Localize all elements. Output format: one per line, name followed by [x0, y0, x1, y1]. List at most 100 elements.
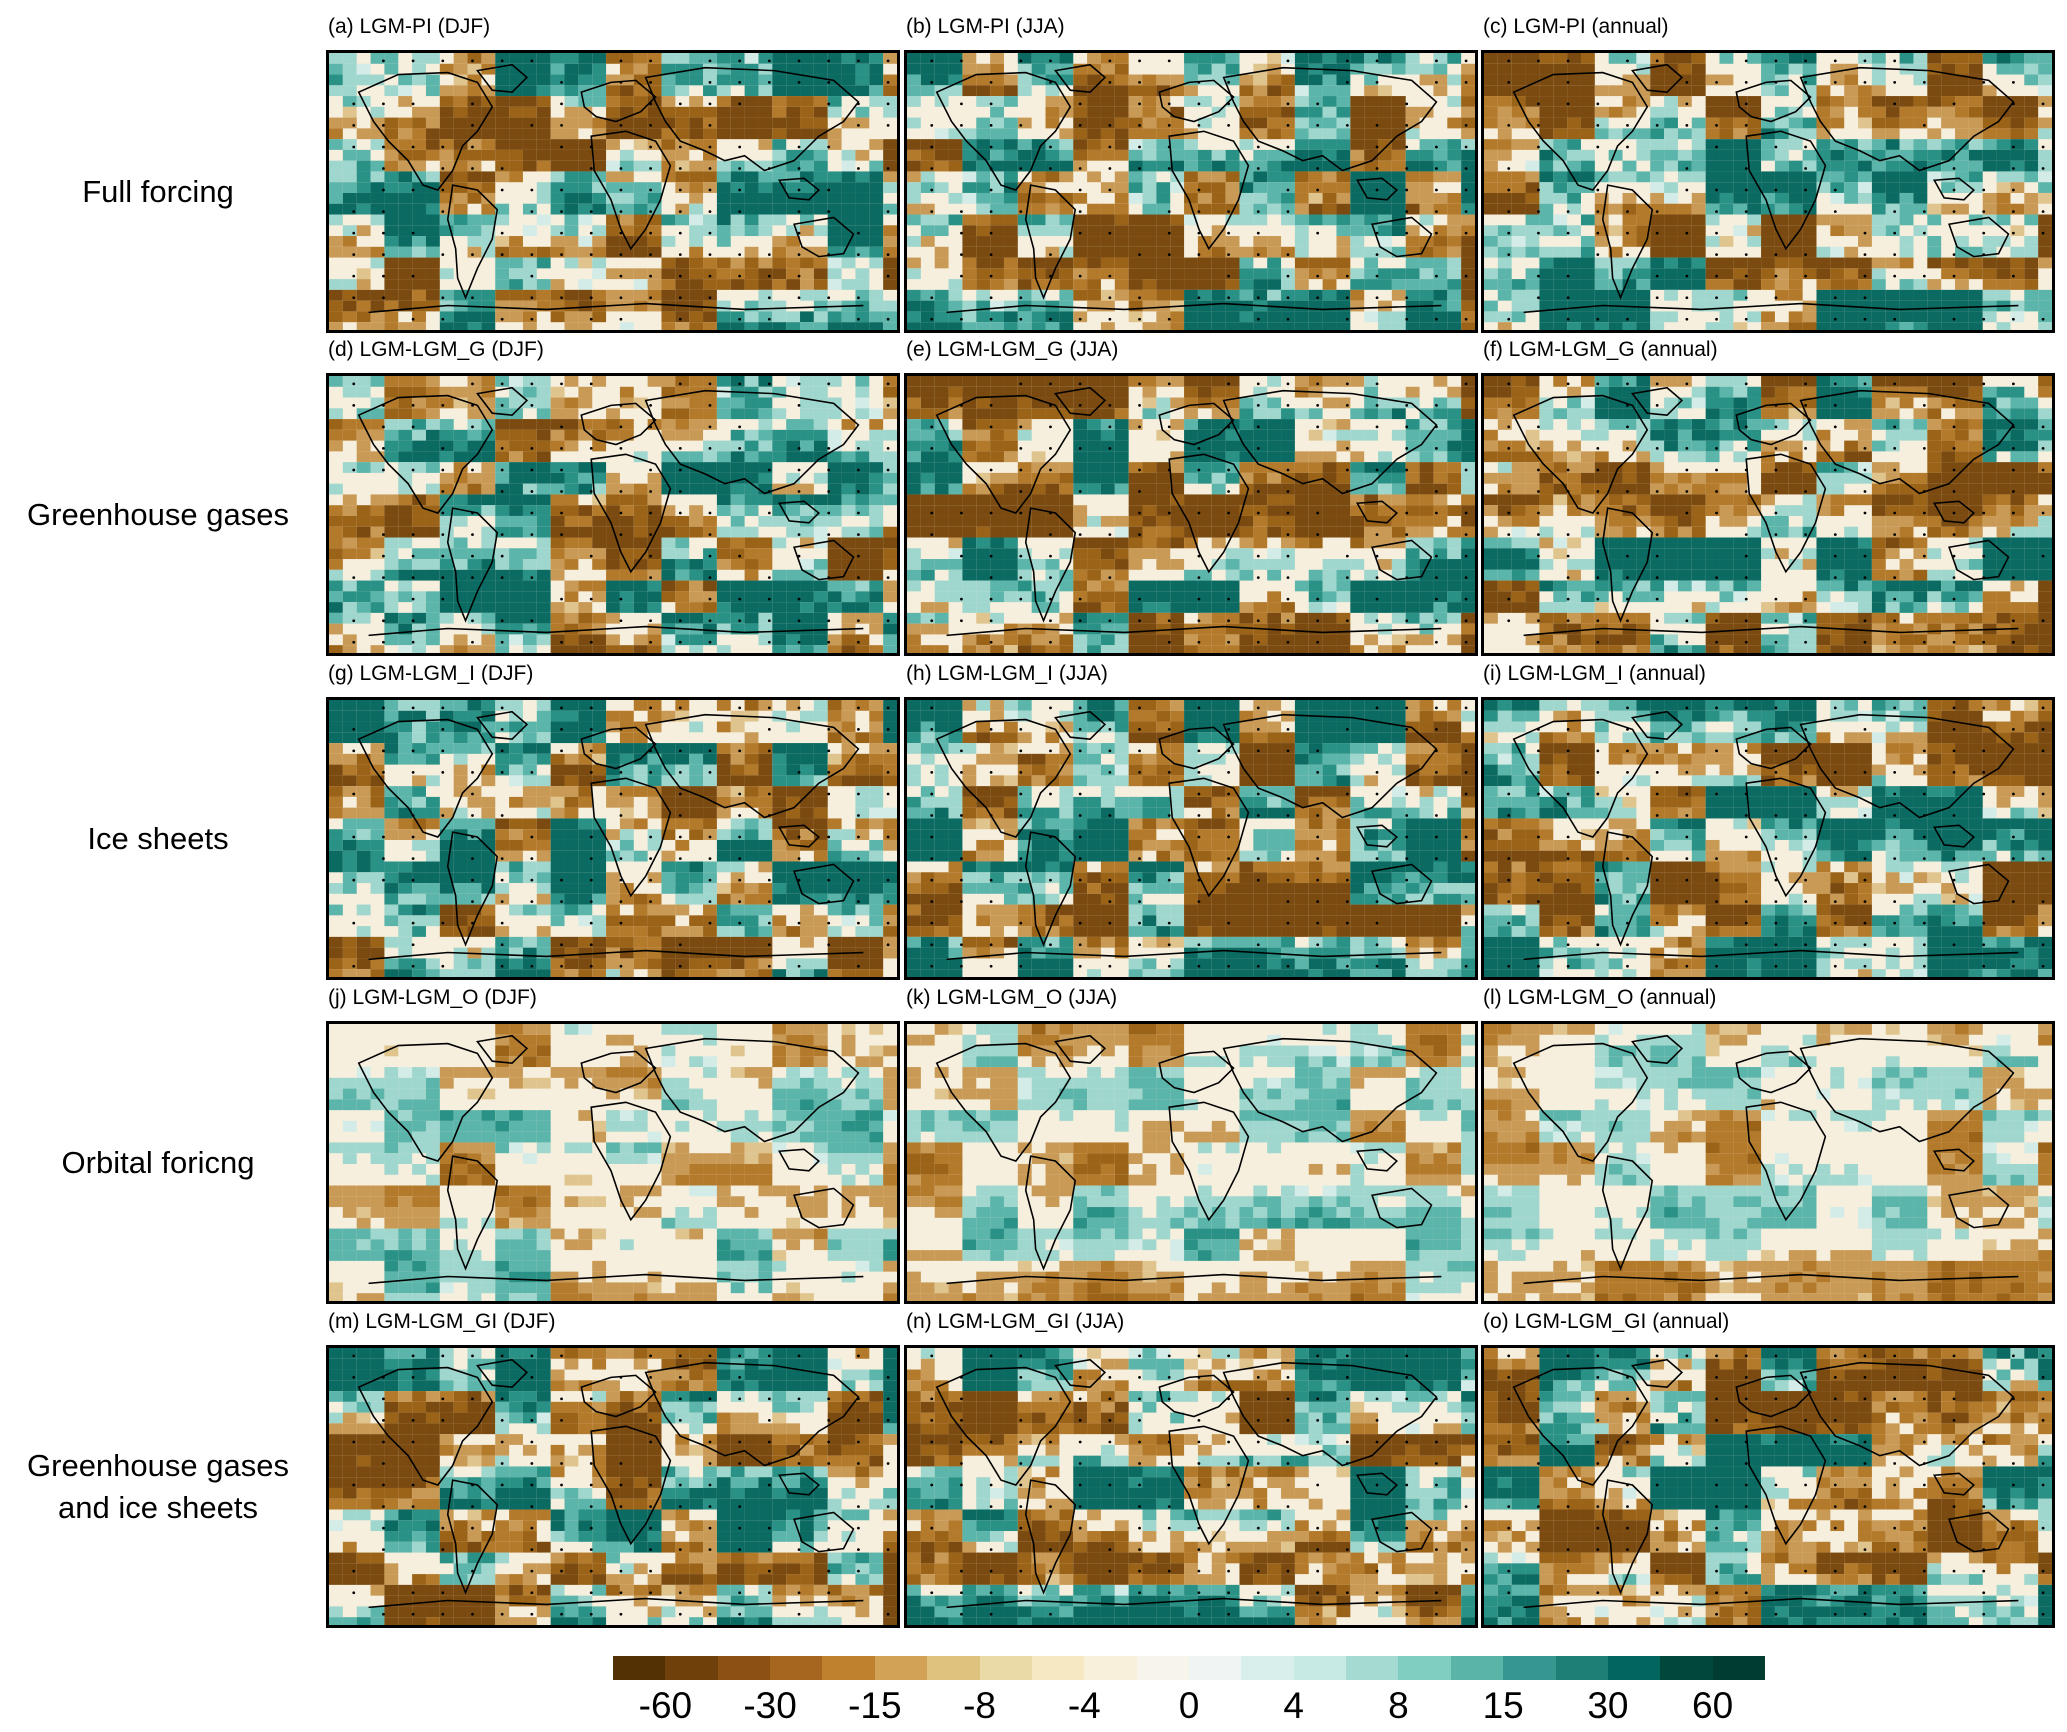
field-cell [1322, 74, 1337, 86]
field-cell [1433, 515, 1448, 527]
field-cell [1294, 149, 1309, 161]
significance-dot [649, 490, 652, 493]
field-cell [1350, 494, 1365, 506]
field-cell [1281, 451, 1295, 463]
field-cell [606, 602, 620, 613]
field-cell [564, 300, 579, 312]
field-cell [564, 494, 579, 506]
significance-dot [1286, 210, 1290, 213]
field-cell [1378, 580, 1392, 592]
significance-dot [827, 382, 831, 386]
field-cell [1059, 472, 1074, 484]
field-cell [1059, 645, 1074, 653]
field-cell [1087, 214, 1101, 226]
field-cell [1830, 160, 1845, 172]
significance-dot [352, 576, 356, 580]
field-cell [1719, 311, 1734, 323]
field-cell [619, 171, 634, 183]
field-cell [1830, 117, 1845, 129]
field-cell [1982, 279, 1997, 290]
field-cell [661, 612, 676, 624]
field-cell [1087, 462, 1101, 473]
field-cell [536, 569, 551, 581]
field-cell [1003, 645, 1018, 653]
field-cell [1211, 505, 1226, 516]
field-cell [1941, 53, 1956, 64]
field-cell [1156, 74, 1171, 86]
field-cell [1539, 160, 1554, 172]
field-cell [425, 612, 440, 624]
field-cell [1364, 483, 1379, 495]
field-cell [1378, 117, 1392, 129]
field-cell [439, 117, 454, 129]
field-cell [1073, 634, 1088, 646]
significance-dot [827, 447, 831, 450]
field-cell [1553, 182, 1568, 193]
field-cell [1378, 85, 1392, 97]
field-cell [1239, 494, 1254, 506]
field-cell [962, 494, 977, 506]
field-cell [730, 526, 745, 538]
field-cell [689, 429, 704, 441]
field-cell [827, 408, 842, 420]
field-cell [1871, 74, 1886, 86]
significance-dot [500, 576, 504, 580]
field-cell [1761, 53, 1775, 64]
field-cell [439, 537, 454, 549]
field-cell [1622, 289, 1637, 301]
field-cell [813, 580, 828, 592]
significance-dot [1566, 59, 1570, 63]
field-cell [689, 376, 704, 387]
field-cell [1802, 300, 1817, 312]
field-cell [869, 569, 884, 581]
field-cell [716, 279, 731, 290]
field-cell [934, 591, 949, 603]
field-cell [522, 440, 537, 452]
field-cell [578, 580, 593, 592]
field-cell [1525, 289, 1540, 301]
field-cell [564, 408, 579, 420]
field-cell [689, 203, 704, 215]
field-cell [1073, 257, 1088, 269]
field-cell [467, 397, 482, 409]
field-cell [1539, 106, 1554, 118]
significance-dot [797, 145, 801, 149]
field-cell [398, 203, 413, 215]
field-cell [1364, 63, 1379, 75]
significance-dot [471, 59, 474, 63]
field-cell [1184, 192, 1198, 204]
field-cell [1336, 322, 1351, 330]
field-cell [1747, 279, 1762, 290]
significance-dot [738, 167, 742, 170]
significance-dot [560, 124, 563, 127]
field-cell [1142, 268, 1157, 280]
field-cell [1364, 225, 1379, 237]
field-cell [1391, 311, 1406, 323]
field-cell [1691, 160, 1706, 172]
field-cell [425, 128, 440, 140]
field-cell [1580, 311, 1595, 323]
field-cell [1267, 515, 1282, 527]
field-cell [813, 376, 828, 387]
field-cell [1636, 300, 1651, 312]
field-cell [1114, 602, 1129, 613]
significance-dot [441, 59, 445, 63]
field-cell [1691, 139, 1706, 150]
field-cell [1539, 279, 1554, 290]
significance-dot [500, 490, 504, 493]
field-cell [509, 268, 523, 280]
significance-dot [960, 274, 963, 278]
field-cell [1433, 257, 1448, 269]
field-cell [758, 602, 773, 613]
significance-dot [1774, 188, 1778, 192]
field-cell [1017, 505, 1032, 516]
field-cell [329, 483, 343, 495]
field-cell [536, 289, 551, 301]
field-cell [990, 419, 1004, 430]
field-cell [550, 85, 565, 97]
field-cell [675, 397, 690, 409]
field-cell [356, 505, 371, 516]
field-cell [1253, 106, 1268, 118]
coastline [1932, 177, 1976, 201]
field-cell [1003, 192, 1018, 204]
